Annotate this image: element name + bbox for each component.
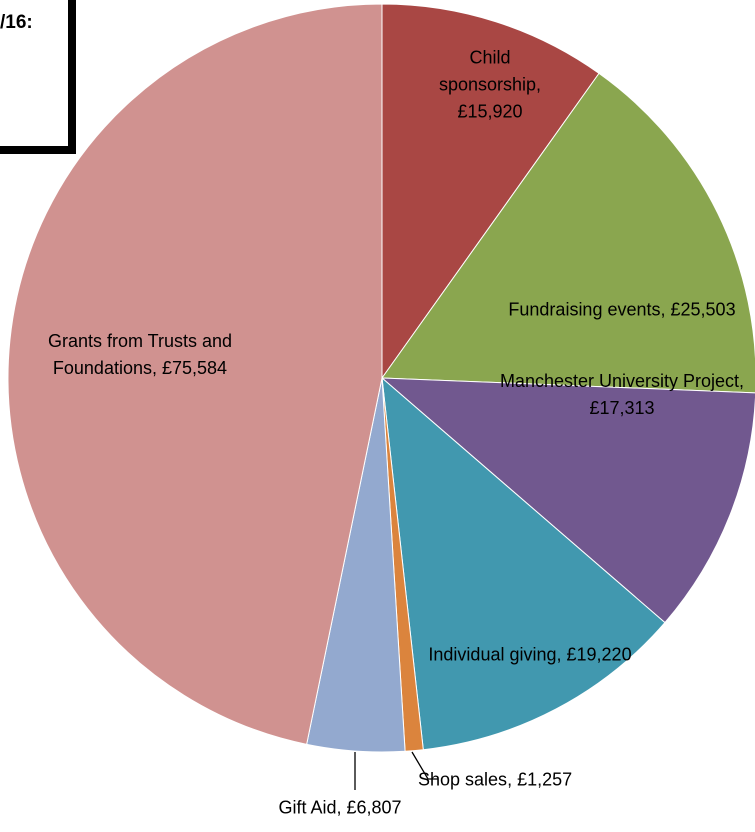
data-label: Gift Aid£6,807 <box>240 795 440 822</box>
value-label: £15,920 <box>457 101 523 122</box>
leader-line <box>411 751 438 780</box>
pie-slice <box>381 3 600 380</box>
data-label: Child sponsorship £15,920 <box>420 45 560 126</box>
pie-slice <box>381 376 666 751</box>
category-label: Individual giving <box>428 645 566 665</box>
pie-slice <box>7 3 383 745</box>
data-label: Shop sales£1,257 <box>418 767 618 794</box>
value-label: £75,584 <box>162 358 228 378</box>
category-label: Gift Aid <box>278 798 346 818</box>
value-label: £25,503 <box>670 299 736 320</box>
category-label: Manchester University Project <box>500 371 744 391</box>
value-label: £17,313 <box>589 398 655 418</box>
value-label: £1,257 <box>517 769 573 790</box>
value-label: £6,807 <box>346 797 402 818</box>
data-label: Manchester University Project £17,313 <box>497 368 747 422</box>
category-label: Child sponsorship <box>439 48 541 95</box>
pie-slice <box>380 377 755 624</box>
pie-slice <box>381 72 755 394</box>
data-label: Individual giving£19,220 <box>425 642 635 669</box>
data-label: Fundraising events£25,503 <box>507 297 737 324</box>
chart-title: /16: <box>0 12 33 33</box>
category-label: Shop sales <box>418 770 517 790</box>
data-label: Grants from Trusts and Foundations£75,58… <box>0 328 280 382</box>
category-label: Fundraising events <box>508 300 670 320</box>
value-label: £19,220 <box>566 644 632 665</box>
title-box <box>0 0 76 154</box>
